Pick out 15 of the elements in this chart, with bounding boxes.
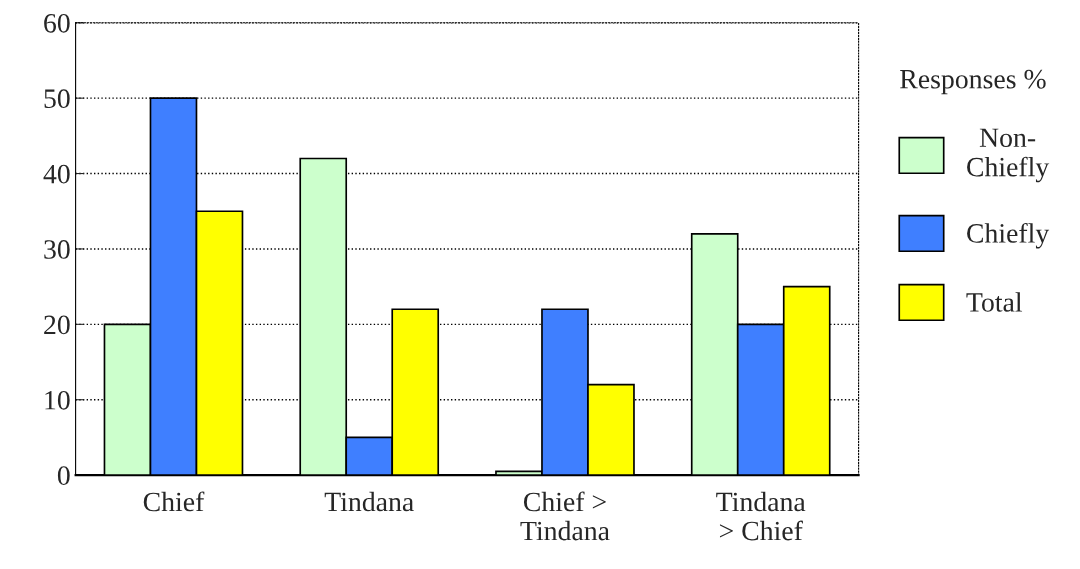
legend-title: Responses % [900, 69, 1046, 95]
legend-label: Non- Chiefly [967, 128, 1050, 183]
y-tick-label: 50 [44, 89, 70, 109]
x-tick-label: Tindana [324, 491, 414, 512]
legend-label: Total [966, 292, 1023, 312]
legend-label: Chiefly [967, 222, 1050, 249]
y-tick-label: 20 [44, 315, 70, 335]
x-tick-label: Tindana > Chief [716, 491, 806, 541]
y-tick-label: 40 [43, 164, 70, 184]
y-tick-label: 0 [57, 466, 70, 486]
y-tick-label: 10 [45, 390, 70, 410]
x-tick-label: Chief [143, 491, 205, 512]
y-tick-label: 60 [44, 13, 70, 33]
y-tick-label: 30 [44, 240, 70, 259]
x-tick-label: Chief > Tindana [520, 491, 610, 541]
